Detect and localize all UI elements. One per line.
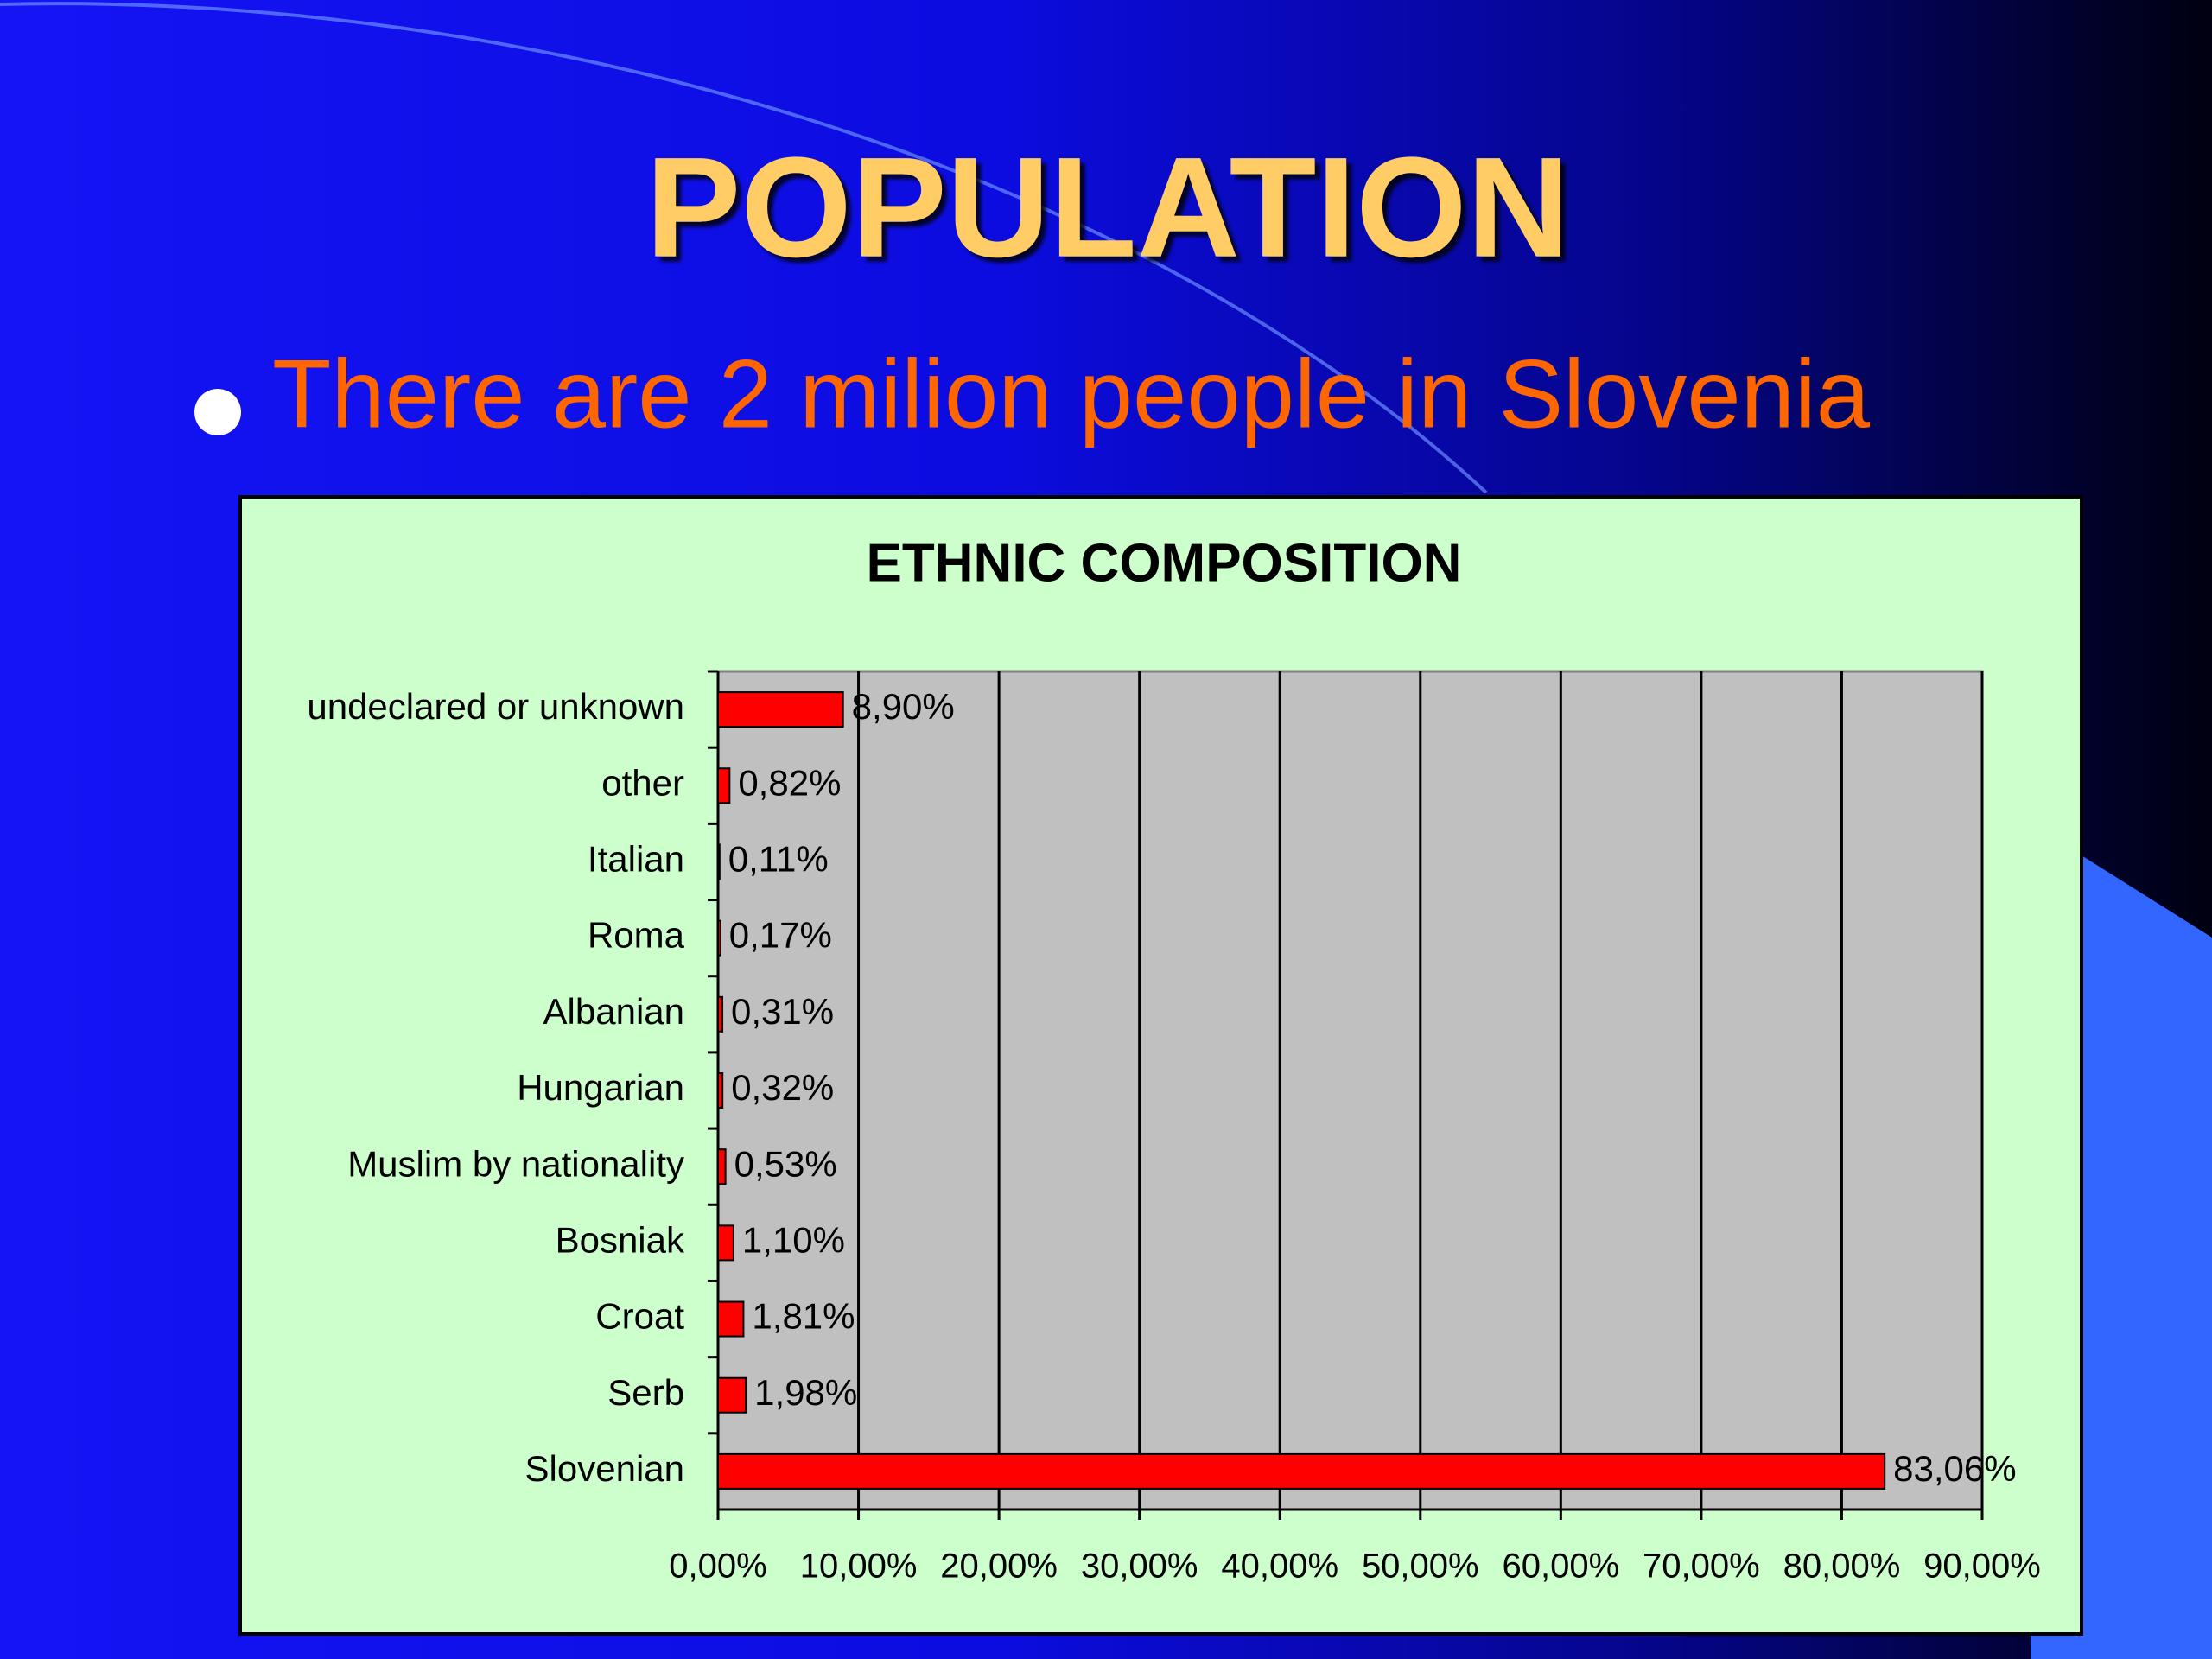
value-label: 1,81% — [752, 1296, 855, 1337]
bar — [717, 995, 724, 1033]
bar — [717, 843, 721, 880]
x-tick-label: 90,00% — [1923, 1548, 2041, 1586]
value-label: 8,90% — [852, 686, 955, 727]
y-tick-label: undeclared or unknown — [307, 686, 684, 727]
slide-title: POPULATION — [645, 128, 1569, 287]
x-tick-label: 80,00% — [1783, 1548, 1901, 1586]
bullet-dot — [194, 389, 241, 435]
value-label: 1,98% — [754, 1372, 857, 1413]
x-tick-label: 10,00% — [800, 1548, 918, 1586]
decor-shape — [2031, 855, 2212, 1659]
x-tick-label: 20,00% — [940, 1548, 1058, 1586]
y-tick-label: Italian — [588, 839, 684, 880]
y-tick-label: Hungarian — [517, 1067, 684, 1108]
bar — [717, 919, 721, 957]
decor-arc — [0, 2, 1488, 494]
y-tick-label: Bosniak — [556, 1219, 685, 1260]
bullet-text: There are 2 milion people in Slovenia — [272, 340, 1871, 448]
x-tick-label: 50,00% — [1362, 1548, 1479, 1586]
x-tick-label: 40,00% — [1221, 1548, 1338, 1586]
bar — [717, 1224, 734, 1262]
bar — [717, 1072, 724, 1109]
bar — [717, 1148, 727, 1185]
x-tick-label: 60,00% — [1502, 1548, 1619, 1586]
value-label: 0,11% — [728, 839, 829, 880]
x-tick-label: 0,00% — [669, 1548, 766, 1586]
value-label: 83,06% — [1893, 1448, 2016, 1489]
value-label: 0,53% — [734, 1143, 837, 1184]
value-label: 0,31% — [731, 991, 834, 1032]
y-tick-label: Serb — [607, 1372, 684, 1413]
x-tick-label: 70,00% — [1643, 1548, 1760, 1586]
y-tick-label: Muslim by nationality — [347, 1143, 684, 1184]
bar — [717, 691, 844, 728]
plot-area — [716, 670, 1984, 1511]
bar — [717, 1300, 745, 1338]
y-tick-label: Slovenian — [525, 1448, 684, 1489]
x-tick-label: 30,00% — [1081, 1548, 1198, 1586]
y-tick-label: Albanian — [543, 991, 684, 1032]
y-tick-label: Croat — [595, 1296, 684, 1337]
value-label: 0,32% — [731, 1067, 834, 1108]
y-tick-label: other — [601, 762, 684, 803]
y-tick-label: Roma — [588, 915, 685, 956]
bar — [717, 1452, 1886, 1490]
bar — [717, 1376, 747, 1414]
value-label: 1,10% — [742, 1219, 845, 1260]
bar — [717, 767, 731, 804]
value-label: 0,17% — [729, 915, 832, 956]
value-label: 0,82% — [738, 762, 841, 803]
chart-title: ETHNIC COMPOSITION — [867, 533, 1462, 593]
